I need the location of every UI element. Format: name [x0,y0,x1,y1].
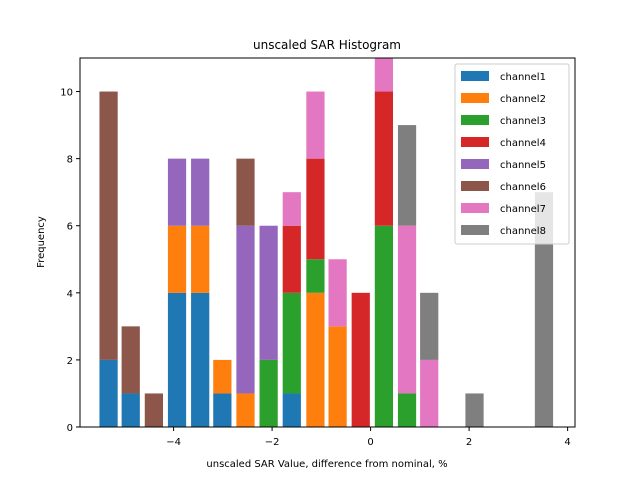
bar-channel8-bin-13 [397,125,417,226]
legend-swatch-channel8 [461,225,489,235]
legend-swatch-channel2 [461,93,489,103]
bar-channel7-bin-8 [282,192,301,226]
bar-channel8-bin-15 [465,393,484,427]
bar-channel8-bin-14 [420,292,439,360]
bar-channel1-bin-1 [121,393,140,427]
legend-label-channel1: channel1 [500,72,546,83]
bar-channel7-bin-12 [374,58,394,92]
bar-channel7-bin-10 [328,259,347,327]
bar-channel3-bin-8 [282,292,301,394]
bar-channel2-bin-6 [236,393,255,427]
legend-swatch-channel1 [461,71,489,81]
bar-channel1-bin-5 [213,393,232,427]
bar-channel5-bin-7 [259,225,278,360]
bar-channel7-bin-13 [397,225,417,394]
bar-channel3-bin-13 [397,393,417,427]
bar-channel2-bin-9 [306,292,325,427]
legend-swatch-channel6 [461,181,489,191]
bar-channel1-bin-4 [191,292,210,427]
y-tick-label: 10 [60,88,73,99]
bar-channel6-bin-1 [121,326,140,394]
bar-channel7-bin-9 [306,91,325,159]
y-tick-label: 0 [67,423,73,434]
bar-channel3-bin-7 [259,359,278,427]
bar-channel4-bin-8 [282,225,301,293]
axes-frame [79,57,576,428]
legend-swatch-channel4 [461,137,489,147]
y-tick-label: 4 [67,289,73,300]
bar-channel4-bin-12 [374,91,394,226]
legend-label-channel4: channel4 [500,138,546,149]
bar-channel6-bin-6 [236,158,255,226]
bar-channel4-bin-11 [351,292,370,427]
x-tick-label: −2 [265,437,280,448]
x-tick-label: 0 [367,437,373,448]
x-tick-label: 2 [466,437,472,448]
legend-swatch-channel7 [461,203,489,213]
bar-channel2-bin-10 [328,326,347,427]
legend-label-channel3: channel3 [500,116,546,127]
legend-frame [454,63,570,245]
bar-channel1-bin-0 [99,359,118,427]
bar-channel1-bin-8 [282,393,301,427]
bar-channel3-bin-9 [306,259,325,293]
bar-channel7-bin-14 [420,359,439,427]
legend-label-channel2: channel2 [500,94,546,105]
legend-swatch-channel3 [461,115,489,125]
bar-channel5-bin-3 [167,158,187,226]
bar-channel6-bin-2 [144,393,163,427]
axes-group: −4 −2 0 2 4 0 2 4 6 8 10 [60,57,576,448]
legend: channel1 channel2 channel3 channel4 channel5… [454,63,570,245]
x-axis-label: unscaled SAR Value, difference from nomi… [206,459,447,470]
bar-channel4-bin-9 [306,158,325,260]
bar-channel2-bin-5 [213,359,232,394]
bar-channel3-bin-12 [374,225,394,427]
legend-label-channel7: channel7 [500,204,546,215]
bar-channel2-bin-4 [191,225,210,293]
bars-group [99,58,554,427]
bar-channel5-bin-4 [191,158,210,226]
chart-title: unscaled SAR Histogram [253,38,401,52]
y-tick-label: 6 [67,222,73,233]
legend-label-channel6: channel6 [500,182,546,193]
y-tick-label: 2 [67,356,73,367]
x-tick-label: 4 [564,437,570,448]
bar-channel1-bin-3 [167,292,187,427]
legend-swatch-channel5 [461,159,489,169]
bar-channel8-bin-16 [534,192,554,427]
bar-channel6-bin-0 [99,91,118,360]
bar-channel5-bin-6 [236,225,255,394]
y-tick-label: 8 [67,155,73,166]
y-axis-label: Frequency [36,216,47,268]
legend-label-channel5: channel5 [500,160,546,171]
x-tick-label: −4 [166,437,181,448]
bar-channel2-bin-3 [167,225,187,293]
legend-label-channel8: channel8 [500,226,546,237]
